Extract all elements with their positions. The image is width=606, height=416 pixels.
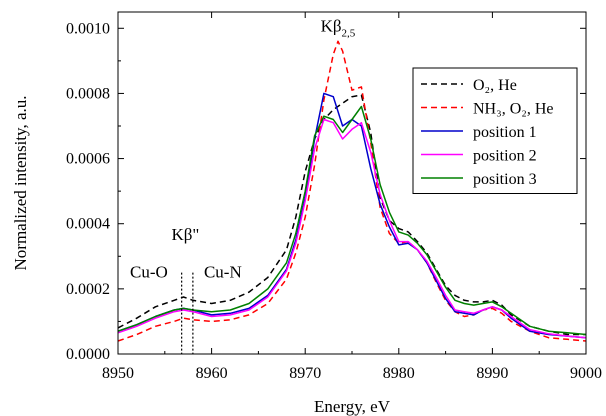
annotation-label: Kβ" [171, 225, 199, 244]
x-axis: 8950 8960 8970 8980 8990 9000 [102, 12, 602, 382]
legend-label: O₂, He [473, 77, 517, 94]
annotation-label: Kβ2,5 [321, 17, 356, 40]
x-tick-label: 8970 [289, 365, 321, 382]
series-line-2 [117, 40, 587, 342]
x-axis-title: Energy, eV [314, 397, 391, 416]
y-tick-label: 0.0002 [66, 281, 110, 298]
x-tick-label: 8960 [196, 365, 228, 382]
y-tick-label: 0.0008 [66, 85, 110, 102]
annotations: Kβ2,5 Kβ"Cu-O Cu-N [130, 17, 356, 282]
y-tick-label: 0.0006 [66, 151, 110, 168]
legend-label: position 2 [473, 148, 537, 165]
x-tick-label: 9000 [570, 365, 602, 382]
y-tick-label: 0.0010 [66, 20, 110, 37]
series-line-5 [117, 105, 587, 336]
series-layer [117, 40, 587, 342]
legend-label: NH₃, O₂, He [473, 101, 553, 118]
legend: O₂, He NH₃, O₂, He position 1 position 2 pos… [412, 67, 578, 194]
annotation-label: Cu-N [204, 262, 242, 281]
x-tick-label: 8980 [383, 365, 415, 382]
y-axis: 0.0000 0.0002 0.0004 0.0006 0.0008 0.0010 [66, 20, 586, 363]
legend-label: position 3 [473, 171, 537, 188]
x-tick-label: 8950 [102, 365, 134, 382]
y-axis-title: Normalized intensity, a.u. [11, 96, 30, 271]
legend-label: position 1 [473, 124, 537, 141]
annotation-label: Cu-O [130, 262, 168, 281]
y-tick-label: 0.0000 [66, 346, 110, 363]
series-line-4 [117, 118, 587, 339]
x-tick-label: 8990 [476, 365, 508, 382]
marker-lines [181, 272, 194, 354]
y-tick-label: 0.0004 [66, 216, 110, 233]
